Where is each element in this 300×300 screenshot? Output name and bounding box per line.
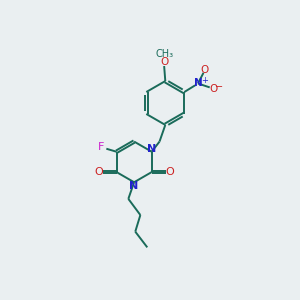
Text: CH₃: CH₃	[155, 49, 173, 59]
Text: O: O	[94, 167, 103, 177]
Text: N: N	[147, 144, 156, 154]
Text: +: +	[201, 76, 208, 85]
Text: N: N	[130, 181, 139, 191]
Text: −: −	[215, 82, 223, 92]
Text: O: O	[209, 84, 217, 94]
Text: N: N	[194, 79, 202, 88]
Text: O: O	[160, 57, 168, 67]
Text: O: O	[200, 64, 208, 75]
Text: O: O	[166, 167, 175, 177]
Text: F: F	[98, 142, 104, 152]
